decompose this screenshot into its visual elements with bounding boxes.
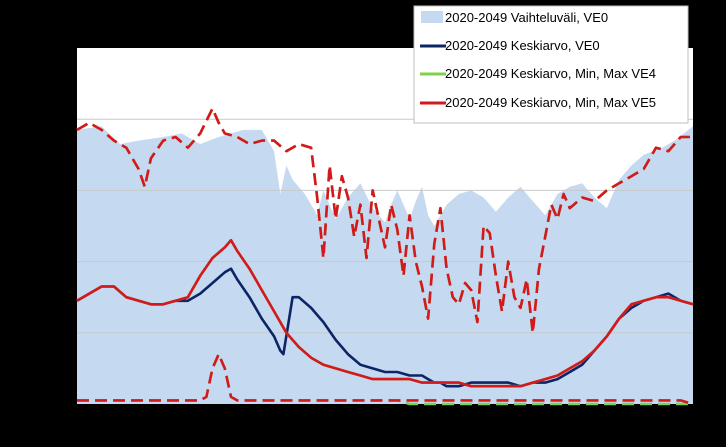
series-line-ve0-0 [76, 267, 694, 388]
band-layer [77, 126, 693, 405]
series-line-ve5-2 [76, 238, 694, 388]
series-layer [76, 107, 694, 406]
legend-label-ve4: 2020-2049 Keskiarvo, Min, Max VE4 [445, 66, 656, 81]
series-line-ve5-dashed-5 [76, 107, 693, 335]
legend-box [413, 5, 689, 124]
range-band-area [77, 126, 693, 405]
legend-label-band: 2020-2049 Vaihteluväli, VE0 [445, 10, 608, 25]
series-line-ve5-dashed-6 [77, 352, 694, 406]
legend: 2020-2049 Vaihteluväli, VE0 2020-2049 Ke… [413, 5, 689, 124]
legend-label-ve5: 2020-2049 Keskiarvo, Min, Max VE5 [445, 95, 656, 110]
legend-label-ve0: 2020-2049 Keskiarvo, VE0 [445, 38, 600, 53]
legend-swatch-band [421, 11, 443, 23]
